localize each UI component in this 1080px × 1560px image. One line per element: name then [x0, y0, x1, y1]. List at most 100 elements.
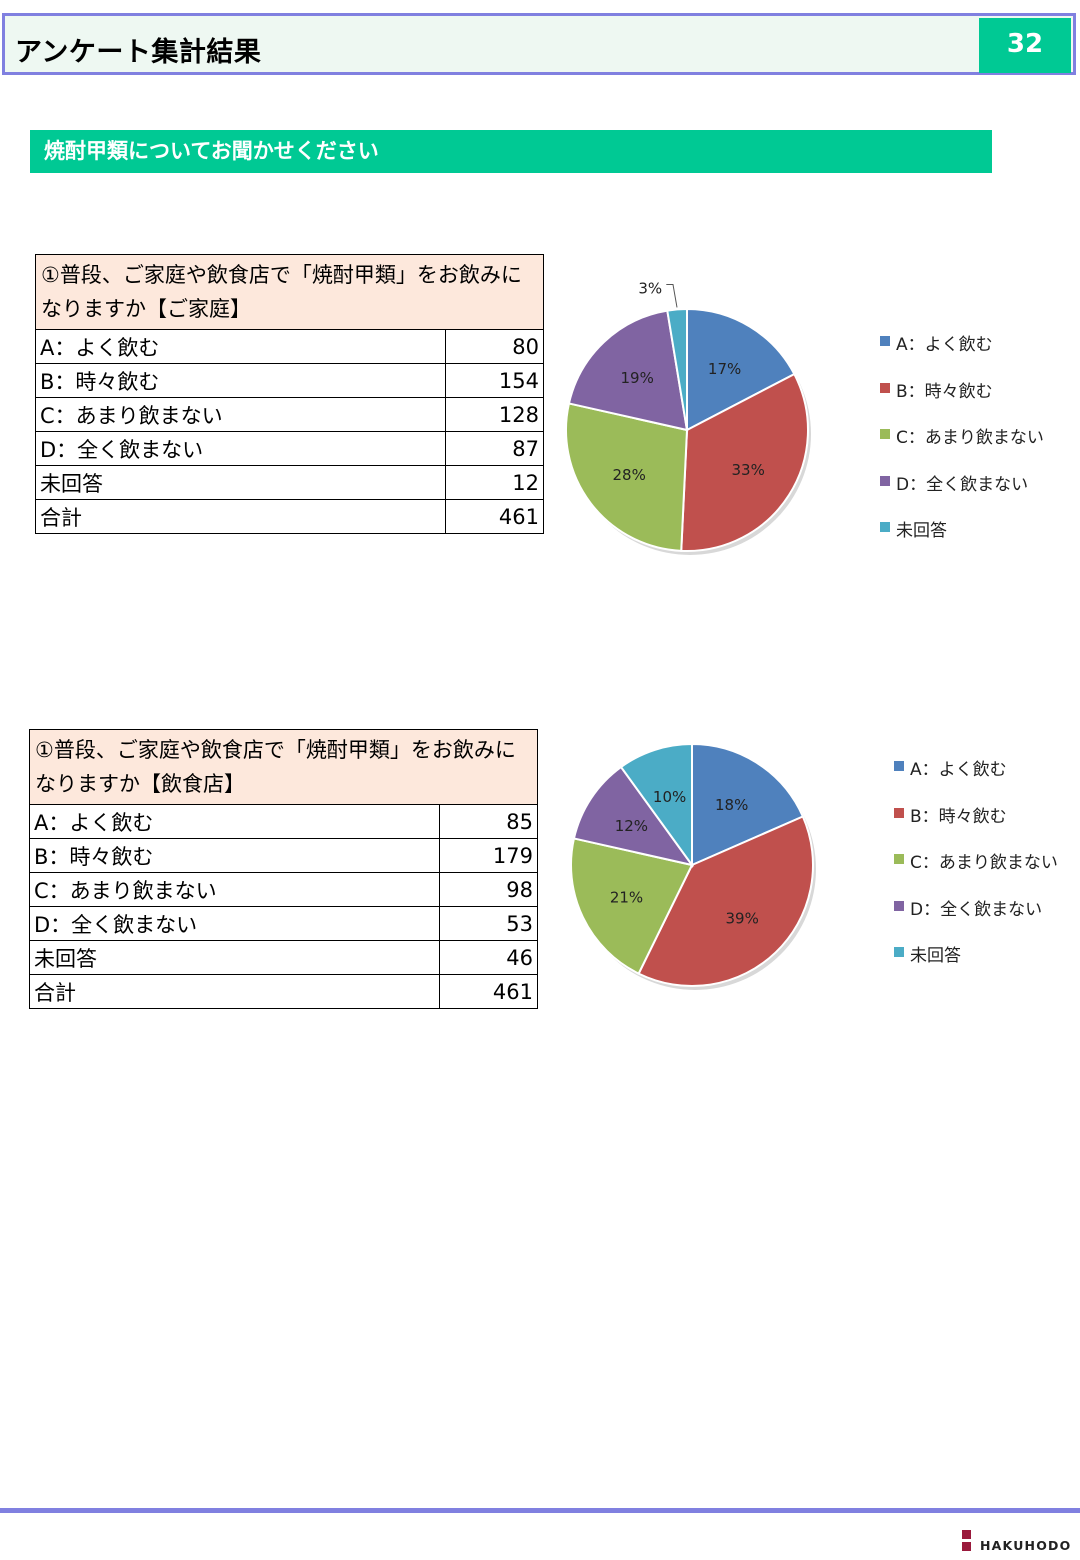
row-value: 461	[445, 499, 544, 534]
survey-table-restaurant: ①普段、ご家庭や飲食店で「焼酎甲類」をお飲みに なりますか【飲食店】 A：よく飲…	[28, 729, 538, 1009]
legend-label: 未回答	[910, 946, 961, 966]
question-line2: なりますか【ご家庭】	[41, 297, 251, 321]
legend-label: D：全く飲まない	[910, 899, 1043, 920]
question-line2: なりますか【飲食店】	[35, 772, 245, 796]
question-cell: ①普段、ご家庭や飲食店で「焼酎甲類」をお飲みに なりますか【ご家庭】	[35, 254, 544, 330]
row-label: D：全く飲まない	[28, 906, 441, 941]
header-bar: アンケート集計結果 32	[2, 13, 1076, 75]
pie-slice-a	[686, 307, 796, 432]
legend-item: B：時々飲む	[880, 377, 1044, 424]
pie-data-label: 3%	[638, 280, 662, 298]
row-label: 未回答	[34, 465, 447, 500]
table-row: B：時々飲む 179	[28, 838, 538, 873]
pie-slice-no-answer	[619, 742, 693, 869]
legend-item: B：時々飲む	[894, 802, 1058, 849]
question-cell: ①普段、ご家庭や飲食店で「焼酎甲類」をお飲みに なりますか【飲食店】	[29, 729, 538, 805]
pie-chart-home: 17% 33% 28% 19% 3%	[565, 280, 811, 555]
page-title: アンケート集計結果	[15, 37, 262, 68]
legend-item: D：全く飲まない	[894, 895, 1058, 942]
legend-item: D：全く飲まない	[880, 470, 1044, 517]
table-row: A：よく飲む 80	[34, 329, 544, 364]
row-label: C：あまり飲まない	[28, 872, 441, 907]
pie-chart-restaurant: 18% 39% 21% 12% 10%	[570, 742, 816, 990]
legend-restaurant: A：よく飲む B：時々飲む C：あまり飲まない D：全く飲まない 未回答	[894, 755, 1058, 988]
question-row: ①普段、ご家庭や飲食店で「焼酎甲類」をお飲みに なりますか【飲食店】	[29, 729, 538, 805]
table-row: 合計 461	[34, 499, 544, 534]
hakuhodo-logo: HAKUHODO	[962, 1522, 1071, 1554]
pie-data-label: 39%	[726, 910, 759, 928]
row-value: 461	[439, 974, 538, 1009]
pie-data-label: 17%	[708, 360, 741, 378]
legend-swatch	[894, 900, 904, 911]
pie-slice-a	[691, 742, 805, 867]
pie-data-label: 10%	[653, 788, 686, 806]
table-row: C：あまり飲まない 128	[34, 397, 544, 432]
row-label: 未回答	[28, 940, 441, 975]
legend-label: B：時々飲む	[896, 381, 993, 402]
legend-swatch	[894, 807, 904, 818]
table-row: A：よく飲む 85	[28, 804, 538, 839]
question-row: ①普段、ご家庭や飲食店で「焼酎甲類」をお飲みに なりますか【ご家庭】	[35, 254, 544, 330]
row-value: 179	[439, 838, 538, 873]
legend-item: 未回答	[880, 516, 1044, 563]
table-row: 未回答 12	[34, 465, 544, 500]
row-label: 合計	[28, 974, 441, 1009]
logo-mark-icon	[962, 1522, 972, 1554]
row-value: 98	[439, 872, 538, 907]
row-value: 46	[439, 940, 538, 975]
pie-data-label: 28%	[613, 466, 646, 484]
legend-item: 未回答	[894, 941, 1058, 988]
pie-slice-b	[637, 815, 814, 987]
table-row: B：時々飲む 154	[34, 363, 544, 398]
row-value: 87	[445, 431, 544, 466]
legend-swatch	[880, 522, 890, 532]
legend-swatch	[894, 854, 904, 864]
legend-label: C：あまり飲まない	[896, 428, 1044, 448]
row-label: B：時々飲む	[34, 363, 447, 398]
section-title: 焼酎甲類についてお聞かせください	[30, 130, 992, 173]
table-row: 合計 461	[28, 974, 538, 1009]
row-value: 85	[439, 804, 538, 839]
row-label: 合計	[34, 499, 447, 534]
row-label: B：時々飲む	[28, 838, 441, 873]
table-row: 未回答 46	[28, 940, 538, 975]
legend-item: A：よく飲む	[880, 330, 1044, 377]
pie-data-label: 18%	[715, 796, 748, 814]
table-row: D：全く飲まない 53	[28, 906, 538, 941]
pie-leader-line	[666, 284, 678, 308]
legend-swatch	[880, 475, 890, 486]
legend-swatch	[880, 382, 890, 393]
footer-divider	[0, 1508, 1080, 1513]
row-label: D：全く飲まない	[34, 431, 447, 466]
legend-item: C：あまり飲まない	[894, 848, 1058, 895]
pie-slice-c	[565, 402, 689, 552]
pie-slice-d	[572, 765, 695, 867]
logo-text: HAKUHODO	[980, 1537, 1072, 1553]
legend-label: D：全く飲まない	[896, 474, 1029, 495]
pie-slice-d	[567, 309, 689, 432]
pie-data-label: 19%	[621, 369, 654, 387]
legend-label: A：よく飲む	[910, 760, 1007, 780]
pie-slice-no-answer	[666, 307, 688, 431]
legend-swatch	[880, 336, 890, 346]
row-value: 12	[445, 465, 544, 500]
legend-label: B：時々飲む	[910, 806, 1007, 827]
page-number: 32	[979, 18, 1071, 73]
table-row: D：全く飲まない 87	[34, 431, 544, 466]
row-label: A：よく飲む	[34, 329, 447, 364]
legend-swatch	[894, 947, 904, 957]
pie-slice-c	[570, 837, 694, 975]
legend-item: C：あまり飲まない	[880, 423, 1044, 470]
row-value: 154	[445, 363, 544, 398]
row-value: 80	[445, 329, 544, 364]
legend-home: A：よく飲む B：時々飲む C：あまり飲まない D：全く飲まない 未回答	[880, 330, 1044, 563]
legend-swatch	[894, 761, 904, 771]
pie-data-label: 21%	[610, 888, 643, 906]
legend-label: A：よく飲む	[896, 335, 993, 355]
pie-data-label: 12%	[615, 817, 648, 835]
pie-slice-b	[680, 372, 809, 552]
pie-data-label: 33%	[732, 461, 765, 479]
legend-label: 未回答	[896, 521, 947, 541]
legend-label: C：あまり飲まない	[910, 853, 1058, 873]
survey-table-home: ①普段、ご家庭や飲食店で「焼酎甲類」をお飲みに なりますか【ご家庭】 A：よく飲…	[34, 254, 544, 534]
